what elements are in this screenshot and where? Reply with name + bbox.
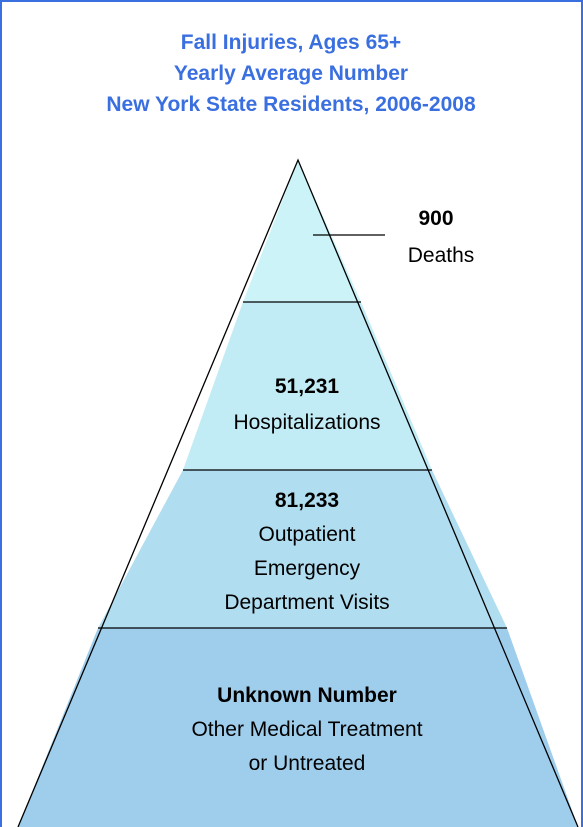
tier-deaths <box>243 160 361 302</box>
tier-unknown <box>18 628 578 827</box>
tier-count: 51,231 <box>275 375 340 398</box>
tier-hospitalizations <box>183 302 432 470</box>
pyramid-outline <box>17 158 579 827</box>
tier-outpatient <box>98 470 507 628</box>
title-line: Fall Injuries, Ages 65+ <box>181 31 401 54</box>
tier-count: 900 <box>418 207 453 230</box>
title-line: Yearly Average Number <box>174 62 408 85</box>
tier-label: Emergency <box>254 557 361 580</box>
tier-count: Unknown Number <box>217 684 397 707</box>
tier-label: Outpatient <box>259 523 356 546</box>
tier-label: Deaths <box>408 244 475 267</box>
tier-label: Department Visits <box>224 591 389 614</box>
tier-count: 81,233 <box>275 489 339 512</box>
tier-label: Other Medical Treatment <box>191 718 422 741</box>
tier-label: Hospitalizations <box>233 411 380 434</box>
title-line: New York State Residents, 2006-2008 <box>106 93 476 116</box>
tier-label: or Untreated <box>249 752 366 775</box>
